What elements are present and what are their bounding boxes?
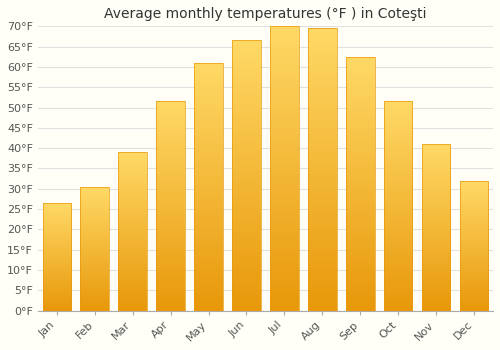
Bar xyxy=(384,102,412,310)
Title: Average monthly temperatures (°F ) in Coteşti: Average monthly temperatures (°F ) in Co… xyxy=(104,7,426,21)
Bar xyxy=(270,26,298,310)
Bar xyxy=(346,57,374,310)
Bar xyxy=(232,41,260,310)
Bar xyxy=(308,28,336,310)
Bar xyxy=(80,187,109,310)
Bar xyxy=(194,63,223,310)
Bar xyxy=(156,102,185,310)
Bar xyxy=(118,152,147,310)
Bar xyxy=(42,203,71,310)
Bar xyxy=(460,181,488,310)
Bar xyxy=(422,144,450,310)
